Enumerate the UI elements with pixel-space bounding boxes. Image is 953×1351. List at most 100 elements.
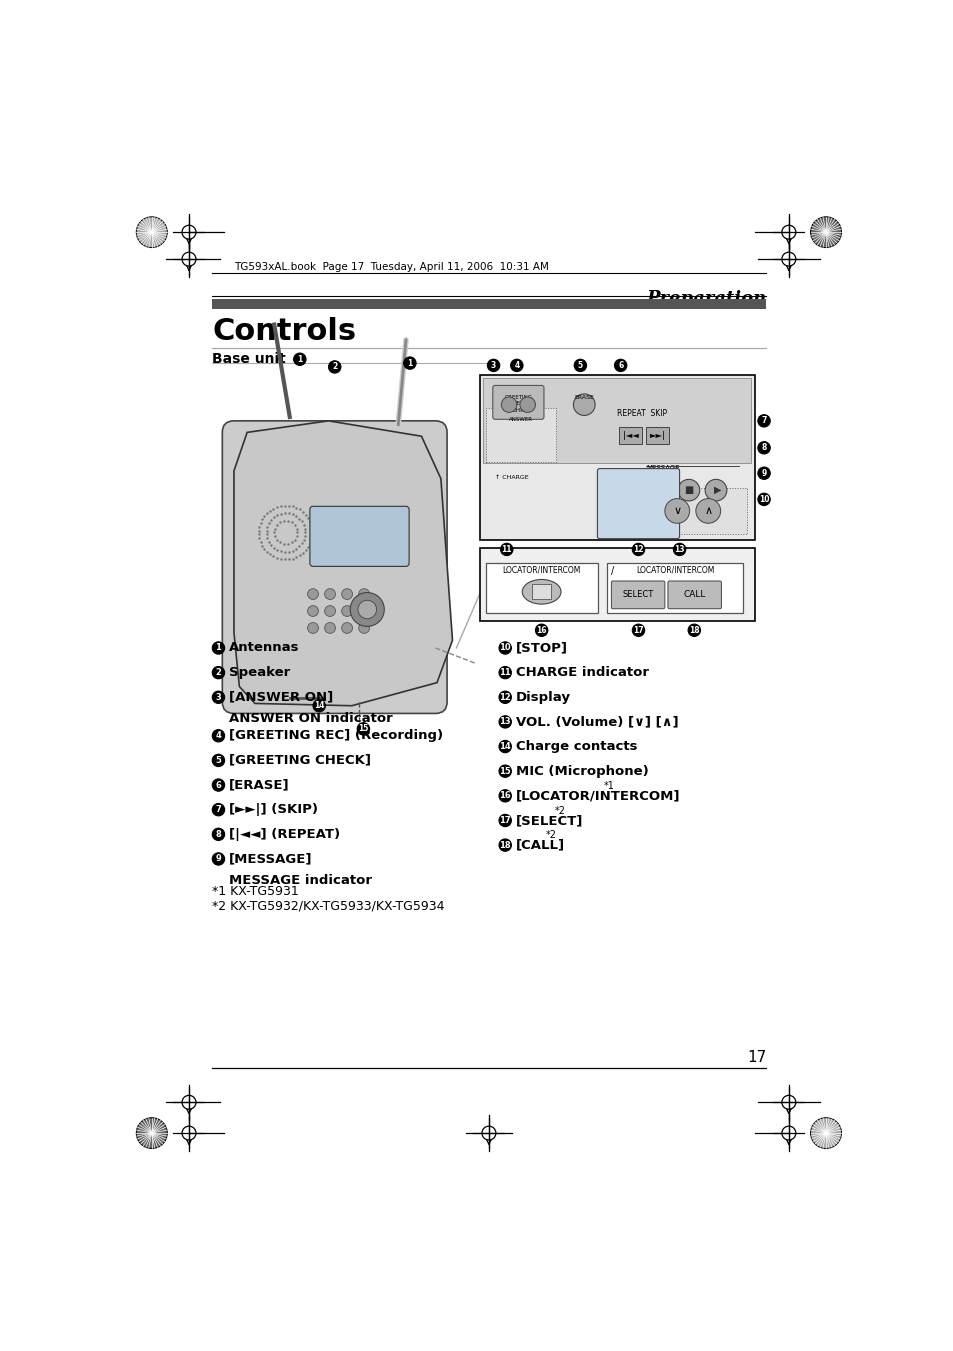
Text: 11: 11 bbox=[501, 544, 512, 554]
Circle shape bbox=[324, 623, 335, 634]
Circle shape bbox=[212, 692, 224, 704]
Text: 3: 3 bbox=[215, 693, 221, 701]
Text: Base unit: Base unit bbox=[212, 351, 286, 366]
Circle shape bbox=[358, 623, 369, 634]
Text: ANSWER ON indicator: ANSWER ON indicator bbox=[229, 712, 393, 725]
Circle shape bbox=[313, 700, 325, 712]
Circle shape bbox=[212, 666, 224, 678]
Circle shape bbox=[358, 605, 369, 616]
Text: REC: REC bbox=[512, 401, 524, 405]
Text: 18: 18 bbox=[498, 840, 511, 850]
Bar bbox=[532, 584, 550, 600]
Ellipse shape bbox=[521, 580, 560, 604]
Circle shape bbox=[519, 397, 535, 412]
Text: [STOP]: [STOP] bbox=[516, 642, 567, 654]
Circle shape bbox=[341, 589, 353, 600]
Text: [GREETING CHECK]: [GREETING CHECK] bbox=[229, 754, 371, 767]
Text: [ERASE]: [ERASE] bbox=[229, 778, 290, 792]
Text: 4: 4 bbox=[215, 731, 221, 740]
Text: [CALL]: [CALL] bbox=[516, 839, 564, 851]
Text: LOCATOR/INTERCOM: LOCATOR/INTERCOM bbox=[636, 566, 714, 574]
Circle shape bbox=[212, 642, 224, 654]
Text: [LOCATOR/INTERCOM]: [LOCATOR/INTERCOM] bbox=[516, 789, 679, 802]
Circle shape bbox=[687, 624, 700, 636]
Text: 17: 17 bbox=[746, 1050, 765, 1065]
Text: MESSAGE indicator: MESSAGE indicator bbox=[229, 874, 372, 888]
Text: 2: 2 bbox=[332, 362, 337, 372]
Bar bbox=[618, 427, 641, 444]
Circle shape bbox=[704, 480, 726, 501]
Circle shape bbox=[632, 543, 644, 555]
Circle shape bbox=[358, 589, 369, 600]
Circle shape bbox=[810, 216, 841, 247]
Text: [|◄◄] (REPEAT): [|◄◄] (REPEAT) bbox=[229, 828, 340, 840]
Circle shape bbox=[498, 666, 511, 678]
Text: 8: 8 bbox=[760, 443, 766, 453]
Text: 15: 15 bbox=[498, 766, 511, 775]
Circle shape bbox=[212, 852, 224, 865]
Circle shape bbox=[212, 804, 224, 816]
Text: 4: 4 bbox=[514, 361, 518, 370]
Text: 9: 9 bbox=[760, 469, 766, 478]
Text: [ANSWER ON]: [ANSWER ON] bbox=[229, 690, 334, 704]
FancyBboxPatch shape bbox=[611, 581, 664, 609]
Text: ∨: ∨ bbox=[673, 505, 680, 516]
Circle shape bbox=[498, 790, 511, 802]
Text: *1: *1 bbox=[603, 781, 614, 792]
Circle shape bbox=[535, 624, 547, 636]
Bar bbox=[607, 563, 742, 613]
Circle shape bbox=[307, 623, 318, 634]
Bar bbox=[649, 488, 746, 534]
Circle shape bbox=[574, 359, 586, 372]
Text: *2: *2 bbox=[545, 831, 556, 840]
Circle shape bbox=[356, 723, 369, 735]
Text: |◄◄: |◄◄ bbox=[622, 431, 638, 440]
Circle shape bbox=[632, 624, 644, 636]
Text: 14: 14 bbox=[314, 701, 324, 711]
Text: /: / bbox=[611, 566, 614, 576]
Text: TG593xAL.book  Page 17  Tuesday, April 11, 2006  10:31 AM: TG593xAL.book Page 17 Tuesday, April 11,… bbox=[233, 262, 548, 273]
Text: 11: 11 bbox=[498, 669, 511, 677]
Text: *1 KX-TG5931: *1 KX-TG5931 bbox=[212, 885, 298, 898]
Circle shape bbox=[498, 692, 511, 704]
Circle shape bbox=[757, 493, 769, 505]
Circle shape bbox=[695, 499, 720, 523]
Text: ►►|: ►►| bbox=[649, 431, 665, 440]
Circle shape bbox=[307, 605, 318, 616]
Text: 17: 17 bbox=[633, 626, 643, 635]
Text: [►►|] (SKIP): [►►|] (SKIP) bbox=[229, 804, 318, 816]
Text: ■: ■ bbox=[683, 485, 693, 494]
Circle shape bbox=[498, 765, 511, 777]
Text: 6: 6 bbox=[618, 361, 622, 370]
Text: 12: 12 bbox=[498, 693, 511, 701]
Circle shape bbox=[510, 359, 522, 372]
Circle shape bbox=[403, 357, 416, 369]
Text: 2: 2 bbox=[215, 669, 221, 677]
Text: Display: Display bbox=[516, 690, 571, 704]
Text: MESSAGE: MESSAGE bbox=[645, 465, 679, 470]
Text: [GREETING REC] (Recording): [GREETING REC] (Recording) bbox=[229, 730, 443, 742]
Circle shape bbox=[136, 216, 167, 247]
Text: ∧: ∧ bbox=[703, 505, 712, 516]
Polygon shape bbox=[233, 422, 452, 705]
Circle shape bbox=[212, 828, 224, 840]
Circle shape bbox=[757, 442, 769, 454]
Bar bbox=[485, 408, 555, 462]
Circle shape bbox=[357, 600, 376, 619]
Text: 6: 6 bbox=[215, 781, 221, 789]
Text: Antennas: Antennas bbox=[229, 642, 299, 654]
Text: VOL. (Volume) [∨] [∧]: VOL. (Volume) [∨] [∧] bbox=[516, 716, 678, 728]
Circle shape bbox=[498, 716, 511, 728]
Circle shape bbox=[294, 353, 306, 365]
Circle shape bbox=[500, 543, 513, 555]
Text: 1: 1 bbox=[215, 643, 221, 653]
Circle shape bbox=[328, 361, 340, 373]
Text: GREETING: GREETING bbox=[504, 396, 532, 400]
Text: Charge contacts: Charge contacts bbox=[516, 740, 637, 753]
Text: LOCATOR/INTERCOM: LOCATOR/INTERCOM bbox=[502, 566, 580, 574]
Circle shape bbox=[498, 839, 511, 851]
Circle shape bbox=[324, 605, 335, 616]
Text: 1: 1 bbox=[297, 355, 302, 363]
Circle shape bbox=[664, 499, 689, 523]
Text: CALL: CALL bbox=[682, 590, 705, 600]
